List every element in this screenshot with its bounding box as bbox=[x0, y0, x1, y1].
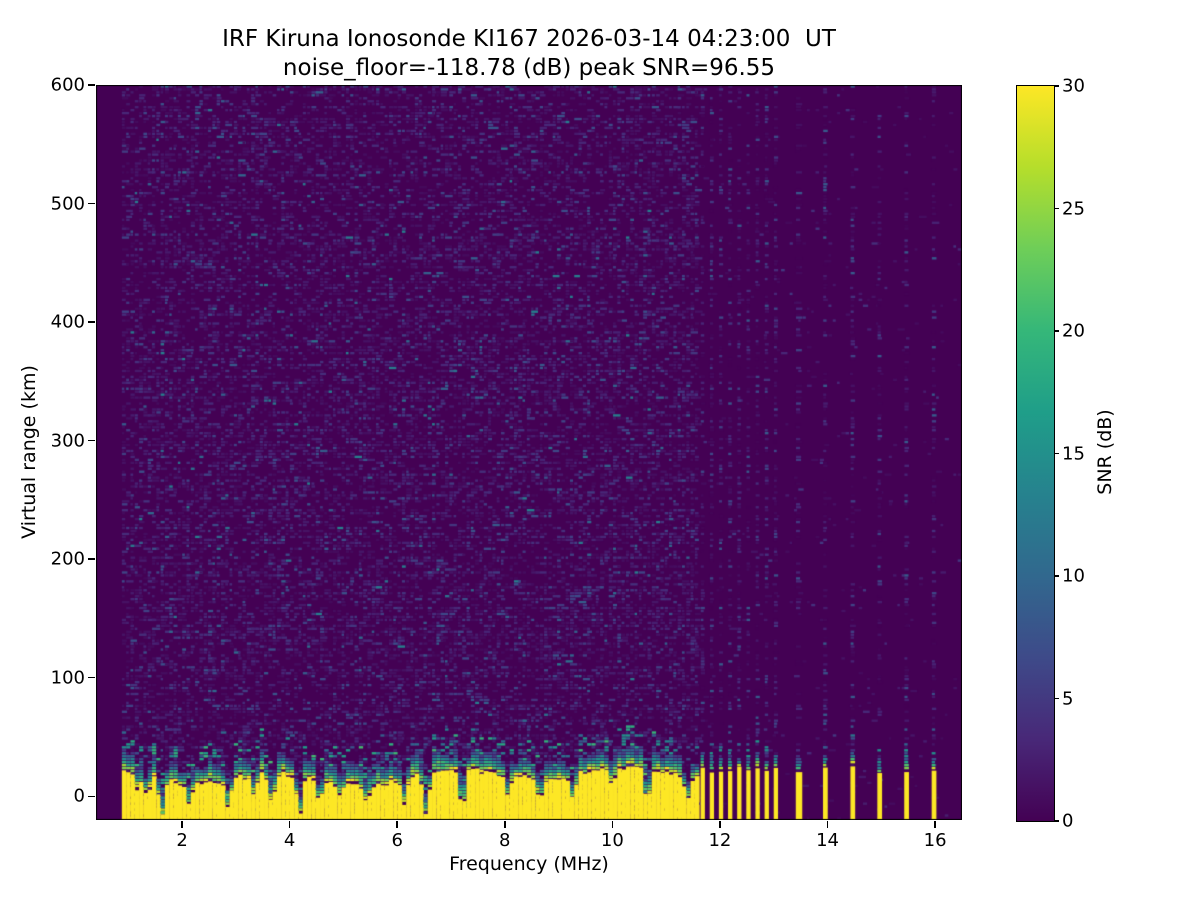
x-tick-label: 12 bbox=[708, 830, 732, 851]
y-tick-label: 0 bbox=[73, 785, 85, 807]
colorbar-tick-mark bbox=[1055, 697, 1059, 700]
colorbar-tick-label: 15 bbox=[1062, 443, 1085, 464]
colorbar-tick-mark bbox=[1055, 330, 1059, 332]
colorbar-tick-mark bbox=[1055, 452, 1059, 455]
y-tick-label: 100 bbox=[50, 667, 85, 689]
colorbar-tick-mark bbox=[1055, 575, 1059, 577]
y-tick-label: 500 bbox=[50, 193, 85, 215]
colorbar-tick-label: 10 bbox=[1062, 565, 1085, 587]
x-tick-mark bbox=[611, 821, 614, 828]
colorbar-tick-mark bbox=[1055, 820, 1059, 822]
x-tick-label: 16 bbox=[923, 830, 947, 851]
y-tick-label: 300 bbox=[50, 430, 85, 452]
x-tick-mark bbox=[934, 821, 936, 828]
y-tick-mark bbox=[88, 202, 95, 205]
x-tick-mark bbox=[826, 821, 829, 828]
x-tick-mark bbox=[719, 821, 721, 828]
colorbar-gradient bbox=[1017, 86, 1054, 821]
plot-area bbox=[96, 85, 962, 820]
colorbar-tick-label: 5 bbox=[1062, 688, 1074, 709]
colorbar-tick-mark bbox=[1055, 207, 1059, 210]
y-tick-mark bbox=[88, 795, 95, 798]
x-tick-label: 4 bbox=[283, 830, 296, 851]
y-tick-label: 600 bbox=[50, 74, 85, 96]
y-tick-mark bbox=[88, 84, 95, 86]
x-tick-mark bbox=[181, 821, 183, 828]
y-tick-mark bbox=[88, 558, 95, 560]
colorbar-tick-label: 0 bbox=[1062, 810, 1074, 832]
y-tick-label: 400 bbox=[50, 311, 85, 333]
y-axis-label: Virtual range (km) bbox=[18, 365, 40, 539]
colorbar bbox=[1016, 85, 1055, 822]
x-tick-label: 2 bbox=[176, 830, 188, 851]
x-tick-mark bbox=[396, 821, 398, 828]
colorbar-tick-mark bbox=[1055, 85, 1059, 87]
x-tick-mark bbox=[504, 821, 506, 828]
x-tick-label: 6 bbox=[391, 830, 403, 851]
colorbar-tick-label: 30 bbox=[1062, 75, 1085, 97]
y-tick-mark bbox=[88, 439, 95, 442]
y-tick-mark bbox=[88, 676, 95, 679]
x-axis-label: Frequency (MHz) bbox=[449, 853, 609, 875]
colorbar-tick-label: 20 bbox=[1062, 320, 1085, 342]
y-tick-label: 200 bbox=[50, 548, 85, 570]
x-tick-label: 8 bbox=[499, 830, 511, 851]
colorbar-label: SNR (dB) bbox=[1094, 409, 1116, 495]
plot-title: IRF Kiruna Ionosonde KI167 2026-03-14 04… bbox=[222, 26, 836, 52]
y-tick-mark bbox=[88, 321, 95, 323]
x-tick-label: 10 bbox=[600, 830, 624, 851]
x-tick-mark bbox=[288, 821, 291, 828]
ionogram-heatmap bbox=[96, 85, 962, 820]
x-tick-label: 14 bbox=[816, 830, 839, 851]
plot-subtitle: noise_floor=-118.78 (dB) peak SNR=96.55 bbox=[282, 55, 776, 81]
colorbar-tick-label: 25 bbox=[1062, 198, 1085, 219]
